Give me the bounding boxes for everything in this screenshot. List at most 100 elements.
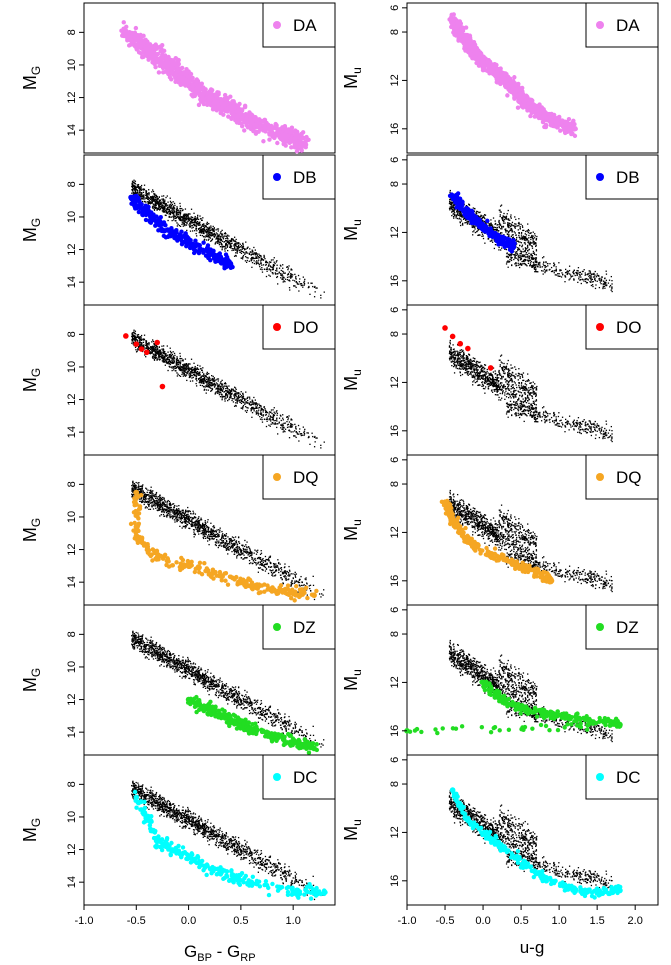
background-point: [149, 499, 151, 502]
class-point: [270, 125, 275, 130]
background-point: [240, 257, 242, 259]
background-point: [288, 276, 290, 278]
background-point: [284, 280, 286, 283]
background-point: [209, 227, 211, 230]
class-point: [304, 134, 309, 140]
background-point: [291, 425, 293, 428]
background-point: [207, 230, 210, 232]
class-point: [192, 92, 198, 98]
background-point: [212, 234, 215, 236]
background-point: [206, 378, 208, 381]
background-point: [253, 561, 256, 564]
background-point: [211, 374, 213, 377]
background-point: [294, 435, 296, 437]
background-point: [312, 575, 314, 578]
background-point: [207, 389, 209, 391]
background-point: [298, 283, 300, 285]
background-point: [276, 276, 278, 279]
background-point: [282, 281, 284, 283]
background-point: [180, 519, 182, 521]
background-point: [258, 406, 261, 409]
background-point: [155, 203, 157, 206]
background-point: [163, 511, 165, 514]
background-point: [149, 498, 151, 500]
background-point: [221, 247, 223, 249]
background-point: [181, 217, 184, 219]
background-point: [169, 355, 171, 358]
background-point: [168, 359, 171, 361]
background-point: [152, 190, 155, 193]
background-point: [181, 223, 183, 226]
background-point: [221, 393, 223, 396]
background-point: [202, 381, 205, 383]
background-point: [213, 525, 215, 527]
background-point: [234, 248, 236, 250]
background-point: [146, 342, 148, 345]
class-point: [227, 263, 234, 269]
y-tick-label: 10: [66, 211, 78, 223]
background-point: [216, 378, 218, 380]
background-point: [178, 360, 180, 362]
class-point: [157, 44, 163, 50]
y-tick-label: 12: [66, 393, 78, 405]
background-point: [218, 545, 220, 547]
background-point: [163, 201, 166, 203]
background-point: [303, 431, 305, 433]
background-point: [173, 212, 175, 214]
background-point: [293, 435, 295, 437]
background-point: [176, 206, 178, 208]
background-point: [263, 560, 265, 562]
background-point: [198, 230, 201, 232]
background-point: [171, 359, 173, 361]
background-point: [152, 207, 154, 210]
background-point: [211, 387, 213, 390]
background-point: [155, 202, 158, 204]
background-point: [176, 212, 178, 215]
background-point: [220, 381, 222, 383]
background-point: [235, 248, 238, 250]
background-point: [230, 247, 232, 249]
background-point: [226, 396, 229, 398]
background-point: [254, 559, 257, 561]
background-point: [240, 407, 242, 409]
background-point: [214, 243, 216, 245]
background-point: [181, 527, 183, 529]
class-point: [279, 132, 286, 138]
background-point: [175, 360, 178, 362]
background-point: [207, 235, 209, 237]
background-point: [154, 200, 156, 202]
background-point: [211, 377, 213, 380]
class-point: [153, 218, 159, 223]
background-point: [164, 356, 166, 359]
background-point: [225, 235, 227, 237]
background-point: [204, 537, 207, 540]
class-point: [158, 215, 163, 220]
background-point: [149, 502, 151, 504]
background-point: [200, 231, 203, 233]
background-point: [251, 249, 253, 251]
class-point: [226, 100, 231, 105]
background-point: [221, 249, 223, 251]
background-point: [164, 203, 166, 205]
background-point: [168, 206, 170, 208]
background-point: [210, 229, 212, 231]
background-point: [131, 335, 133, 338]
background-point: [302, 276, 304, 278]
background-point: [169, 347, 171, 349]
class-point: [180, 65, 185, 71]
background-point: [303, 433, 306, 435]
background-point: [191, 371, 193, 373]
background-point: [295, 280, 298, 283]
background-point: [163, 351, 166, 353]
background-point: [182, 367, 184, 369]
background-point: [277, 283, 279, 285]
background-point: [296, 282, 298, 284]
background-point: [282, 271, 285, 273]
background-point: [170, 204, 172, 206]
background-point: [311, 432, 313, 434]
background-point: [172, 212, 174, 214]
background-point: [179, 225, 182, 227]
background-point: [268, 268, 270, 270]
background-point: [239, 243, 241, 245]
background-point: [158, 196, 160, 199]
